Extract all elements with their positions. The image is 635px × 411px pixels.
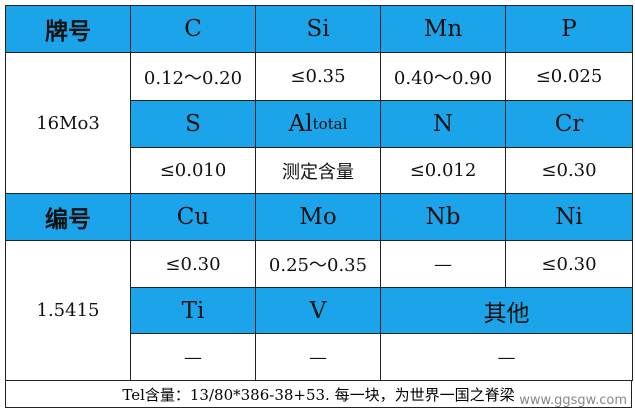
header-cell: Nb (380, 193, 506, 241)
value-cell: ≤0.025 (505, 52, 633, 101)
value-cell: — (380, 240, 506, 288)
value-cell: ≤0.30 (130, 240, 256, 288)
element-cell: Al total (255, 100, 381, 148)
element-cell: Ti (130, 287, 256, 334)
value-cell: — (380, 333, 633, 381)
element-subscript: total (312, 115, 348, 133)
value-cell: ≤0.010 (130, 147, 256, 194)
value-cell: 0.12～0.20 (130, 52, 256, 101)
header-cell: Cu (130, 193, 256, 241)
header-cell: 编号 (5, 193, 131, 241)
header-cell: Si (255, 5, 381, 53)
value-cell: ≤0.30 (505, 240, 633, 288)
element-symbol: Al (288, 111, 313, 137)
element-cell: N (380, 100, 506, 148)
value-cell: ≤0.012 (380, 147, 506, 194)
element-cell: Cr (505, 100, 633, 148)
row-label: 16Mo3 (5, 52, 131, 194)
header-cell: C (130, 5, 256, 53)
value-cell: ≤0.35 (255, 52, 381, 101)
header-cell: Ni (505, 193, 633, 241)
value-cell: 0.40～0.90 (380, 52, 506, 101)
value-cell: 测定含量 (255, 147, 381, 194)
watermark: www.ggsgw.com (519, 393, 627, 408)
row-label: 1.5415 (5, 240, 131, 381)
value-cell: — (255, 333, 381, 381)
header-cell: Mn (380, 5, 506, 53)
header-cell: 牌号 (5, 5, 131, 53)
value-cell: 0.25～0.35 (255, 240, 381, 288)
header-cell: Mo (255, 193, 381, 241)
element-cell: S (130, 100, 256, 148)
value-cell: ≤0.30 (505, 147, 633, 194)
element-cell: V (255, 287, 381, 334)
element-cell: 其他 (380, 287, 633, 334)
value-cell: — (130, 333, 256, 381)
header-cell: P (505, 5, 633, 53)
